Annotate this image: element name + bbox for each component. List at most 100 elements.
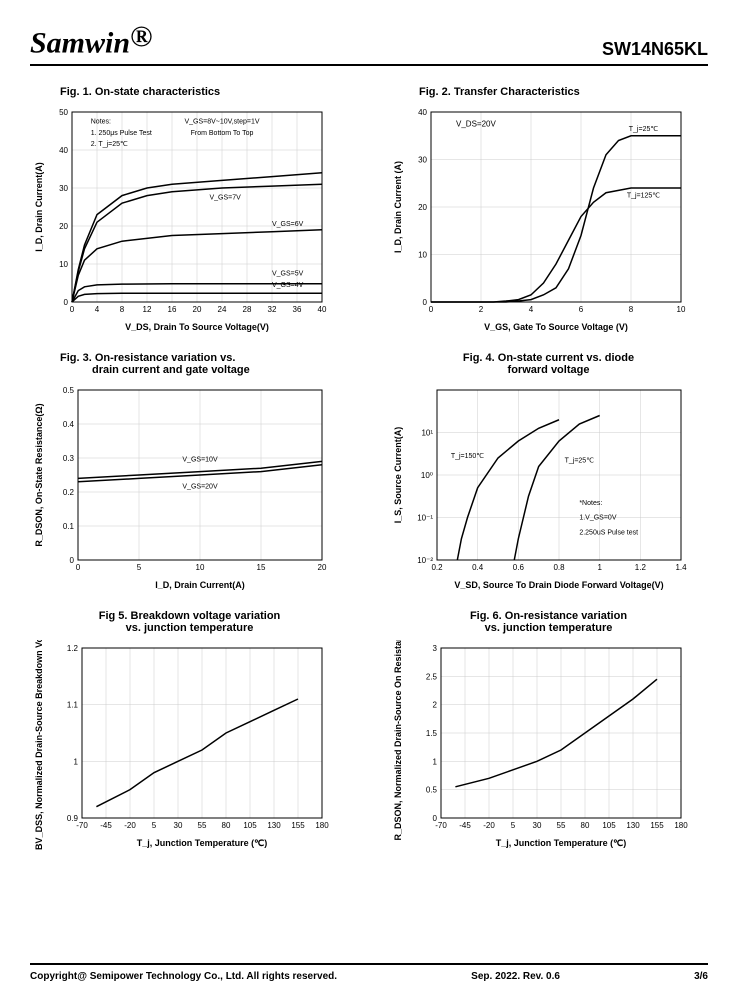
fig3-title: Fig. 3. On-resistance variation vs. drai…: [30, 352, 349, 376]
svg-text:T_j, Junction Temperature (℃): T_j, Junction Temperature (℃): [496, 838, 626, 848]
svg-text:20: 20: [59, 222, 68, 231]
fig6-title-line2: vs. junction temperature: [485, 622, 613, 634]
svg-text:20: 20: [318, 563, 327, 572]
svg-text:40: 40: [418, 108, 427, 117]
svg-text:36: 36: [293, 305, 302, 314]
svg-text:T_j=25℃: T_j=25℃: [629, 126, 659, 133]
svg-text:55: 55: [557, 821, 566, 830]
svg-text:V_DS, Drain To Source Voltage(: V_DS, Drain To Source Voltage(V): [125, 322, 269, 332]
fig3-block: Fig. 3. On-resistance variation vs. drai…: [30, 352, 349, 592]
svg-text:-70: -70: [435, 821, 447, 830]
svg-text:10: 10: [677, 305, 686, 314]
fig4-block: Fig. 4. On-state current vs. diode forwa…: [389, 352, 708, 592]
fig5-title-line1: Fig 5. Breakdown voltage variation: [99, 610, 281, 622]
svg-text:10¹: 10¹: [421, 429, 433, 438]
brand-logo: Samwin®: [30, 20, 152, 60]
svg-text:80: 80: [222, 821, 231, 830]
svg-text:0.8: 0.8: [553, 563, 565, 572]
svg-text:-70: -70: [76, 821, 88, 830]
svg-text:0.2: 0.2: [431, 563, 443, 572]
svg-text:1: 1: [433, 758, 438, 767]
svg-text:180: 180: [674, 821, 688, 830]
svg-text:24: 24: [218, 305, 227, 314]
svg-text:28: 28: [243, 305, 252, 314]
svg-text:T_j, Junction Temperature (℃): T_j, Junction Temperature (℃): [137, 838, 267, 848]
svg-text:10⁻¹: 10⁻¹: [417, 514, 433, 523]
svg-text:10⁰: 10⁰: [421, 471, 433, 480]
svg-text:2. T_j=25℃: 2. T_j=25℃: [91, 142, 128, 149]
fig6-block: Fig. 6. On-resistance variation vs. junc…: [389, 610, 708, 850]
svg-text:V_GS=6V: V_GS=6V: [272, 221, 304, 228]
svg-text:1.5: 1.5: [426, 729, 438, 738]
svg-text:0: 0: [70, 305, 75, 314]
svg-text:I_S, Source Current(A): I_S, Source Current(A): [393, 427, 403, 524]
svg-text:15: 15: [257, 563, 266, 572]
svg-text:0.1: 0.1: [63, 522, 75, 531]
svg-text:80: 80: [581, 821, 590, 830]
page-number: 3/6: [694, 971, 708, 982]
fig5-block: Fig 5. Breakdown voltage variation vs. j…: [30, 610, 349, 850]
svg-text:1: 1: [597, 563, 602, 572]
svg-text:0.4: 0.4: [63, 420, 75, 429]
svg-text:T_j=150℃: T_j=150℃: [451, 453, 484, 460]
svg-text:10: 10: [59, 260, 68, 269]
svg-text:*Notes:: *Notes:: [579, 500, 602, 507]
svg-text:10⁻²: 10⁻²: [417, 556, 433, 565]
fig3-chart: 0510152000.10.20.30.40.5I_D, Drain Curre…: [30, 382, 330, 592]
svg-text:20: 20: [193, 305, 202, 314]
svg-text:V_GS, Gate To Source Voltage (: V_GS, Gate To Source Voltage (V): [484, 322, 628, 332]
svg-text:55: 55: [198, 821, 207, 830]
svg-text:BV_DSS, Normalized Drain-Sourc: BV_DSS, Normalized Drain-Source Breakdow…: [34, 640, 44, 850]
svg-text:5: 5: [137, 563, 142, 572]
svg-text:1.V_GS=0V: 1.V_GS=0V: [579, 515, 616, 522]
svg-text:0: 0: [76, 563, 81, 572]
svg-text:105: 105: [243, 821, 257, 830]
svg-text:155: 155: [650, 821, 664, 830]
svg-text:1: 1: [74, 758, 79, 767]
fig1-title: Fig. 1. On-state characteristics: [30, 86, 349, 98]
svg-text:V_GS=20V: V_GS=20V: [182, 484, 218, 491]
svg-text:V_GS=5V: V_GS=5V: [272, 271, 304, 278]
svg-text:-45: -45: [100, 821, 112, 830]
svg-text:40: 40: [318, 305, 327, 314]
svg-text:1.1: 1.1: [67, 701, 79, 710]
fig6-title: Fig. 6. On-resistance variation vs. junc…: [389, 610, 708, 634]
copyright-text: Copyright@ Semipower Technology Co., Ltd…: [30, 971, 337, 982]
fig5-title-line2: vs. junction temperature: [126, 622, 254, 634]
svg-text:I_D, Drain Current (A): I_D, Drain Current (A): [393, 161, 403, 253]
svg-text:130: 130: [626, 821, 640, 830]
fig2-chart: 0246810010203040V_GS, Gate To Source Vol…: [389, 104, 689, 334]
svg-text:4: 4: [529, 305, 534, 314]
svg-text:2: 2: [433, 701, 438, 710]
svg-text:10: 10: [418, 251, 427, 260]
svg-text:10: 10: [196, 563, 205, 572]
svg-text:32: 32: [268, 305, 277, 314]
svg-text:I_D, Drain Current(A): I_D, Drain Current(A): [155, 580, 245, 590]
fig1-block: Fig. 1. On-state characteristics 0481216…: [30, 86, 349, 334]
svg-text:R_DSON, On-State Resistance(Ω): R_DSON, On-State Resistance(Ω): [34, 404, 44, 547]
page-footer: Copyright@ Semipower Technology Co., Ltd…: [30, 963, 708, 982]
fig6-title-line1: Fig. 6. On-resistance variation: [470, 610, 627, 622]
svg-text:2: 2: [479, 305, 484, 314]
svg-text:155: 155: [291, 821, 305, 830]
svg-text:0: 0: [64, 298, 69, 307]
charts-grid: Fig. 1. On-state characteristics 0481216…: [30, 86, 708, 850]
svg-text:V_GS=4V: V_GS=4V: [272, 282, 304, 289]
svg-text:180: 180: [315, 821, 329, 830]
svg-text:105: 105: [602, 821, 616, 830]
fig4-chart: 0.20.40.60.811.21.410⁻²10⁻¹10⁰10¹V_SD, S…: [389, 382, 689, 592]
fig4-title-line1: Fig. 4. On-state current vs. diode: [463, 352, 634, 364]
svg-text:-20: -20: [124, 821, 136, 830]
fig5-title: Fig 5. Breakdown voltage variation vs. j…: [30, 610, 349, 634]
fig4-title-line2: forward voltage: [508, 364, 590, 376]
page-header: Samwin® SW14N65KL: [30, 20, 708, 66]
svg-text:50: 50: [59, 108, 68, 117]
fig6-chart: -70-45-20530558010513015518000.511.522.5…: [389, 640, 689, 850]
svg-text:2.5: 2.5: [426, 673, 438, 682]
fig3-title-line1: Fig. 3. On-resistance variation vs.: [60, 352, 235, 364]
svg-text:1.2: 1.2: [67, 644, 79, 653]
fig2-block: Fig. 2. Transfer Characteristics 0246810…: [389, 86, 708, 334]
svg-text:0: 0: [423, 298, 428, 307]
revision-text: Sep. 2022. Rev. 0.6: [471, 971, 560, 982]
svg-text:20: 20: [418, 203, 427, 212]
